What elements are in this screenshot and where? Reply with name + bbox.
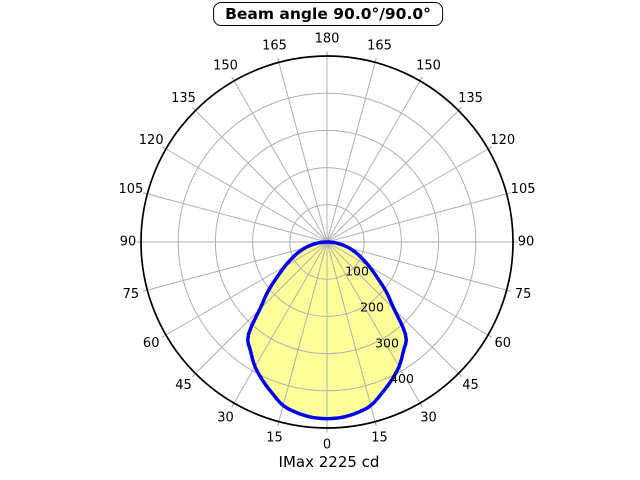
- angle-label-120-right: 120: [490, 133, 515, 148]
- angle-label-60-left: 60: [143, 336, 160, 351]
- grid-spoke: [165, 241, 328, 336]
- grid-spoke: [326, 241, 421, 404]
- radial-label-200: 200: [360, 300, 384, 315]
- grid-spoke: [326, 241, 376, 422]
- grid-ring: [214, 129, 440, 355]
- grid-spoke: [326, 110, 459, 243]
- angle-label-135-left: 135: [171, 91, 196, 106]
- grid-spoke: [326, 148, 489, 243]
- grid-spoke: [326, 241, 507, 291]
- grid-spoke: [326, 62, 376, 243]
- angle-label-135-right: 135: [458, 91, 483, 106]
- grid-spoke: [233, 80, 328, 243]
- grid-spoke: [165, 148, 328, 243]
- grid-spoke: [147, 193, 328, 243]
- angle-label-90-left: 90: [120, 235, 137, 250]
- angle-label-180: 180: [315, 32, 340, 47]
- radial-label-400: 400: [390, 371, 414, 386]
- angle-label-105-right: 105: [511, 182, 536, 197]
- grid-spoke: [147, 241, 328, 291]
- grid-ring: [252, 167, 402, 317]
- grid-spoke: [195, 110, 328, 243]
- grid-spoke: [326, 241, 489, 336]
- imax-label: IMax 2225 cd: [278, 453, 380, 471]
- chart-title: Beam angle 90.0°/90.0°: [213, 2, 443, 26]
- angle-label-150-left: 150: [213, 59, 238, 74]
- angle-label-45-left: 45: [175, 378, 192, 393]
- radial-label-300: 300: [375, 336, 399, 351]
- angle-label-60-right: 60: [495, 336, 512, 351]
- angle-label-0: 0: [323, 438, 331, 453]
- angle-label-75-left: 75: [123, 287, 140, 302]
- grid-ring: [289, 204, 365, 280]
- angle-label-90-right: 90: [518, 235, 535, 250]
- radial-label-100: 100: [345, 264, 369, 279]
- angle-label-165-right: 165: [367, 38, 392, 53]
- grid-spoke: [326, 193, 507, 243]
- grid-spoke: [233, 241, 328, 404]
- angle-label-120-left: 120: [139, 133, 164, 148]
- angle-label-15-right: 15: [371, 431, 388, 446]
- angle-label-30-left: 30: [217, 410, 234, 425]
- angle-label-15-left: 15: [266, 431, 283, 446]
- angle-label-30-right: 30: [420, 410, 437, 425]
- angle-label-165-left: 165: [262, 38, 287, 53]
- grid-spoke: [278, 241, 328, 422]
- angle-label-105-left: 105: [118, 182, 143, 197]
- beam-curve: [245, 240, 409, 421]
- outer-ring: [140, 55, 514, 429]
- grid-ring: [177, 92, 477, 392]
- grid-spoke: [278, 62, 328, 243]
- angle-label-45-right: 45: [462, 378, 479, 393]
- grid-spoke: [326, 80, 421, 243]
- angle-label-75-right: 75: [515, 287, 532, 302]
- angle-label-150-right: 150: [416, 59, 441, 74]
